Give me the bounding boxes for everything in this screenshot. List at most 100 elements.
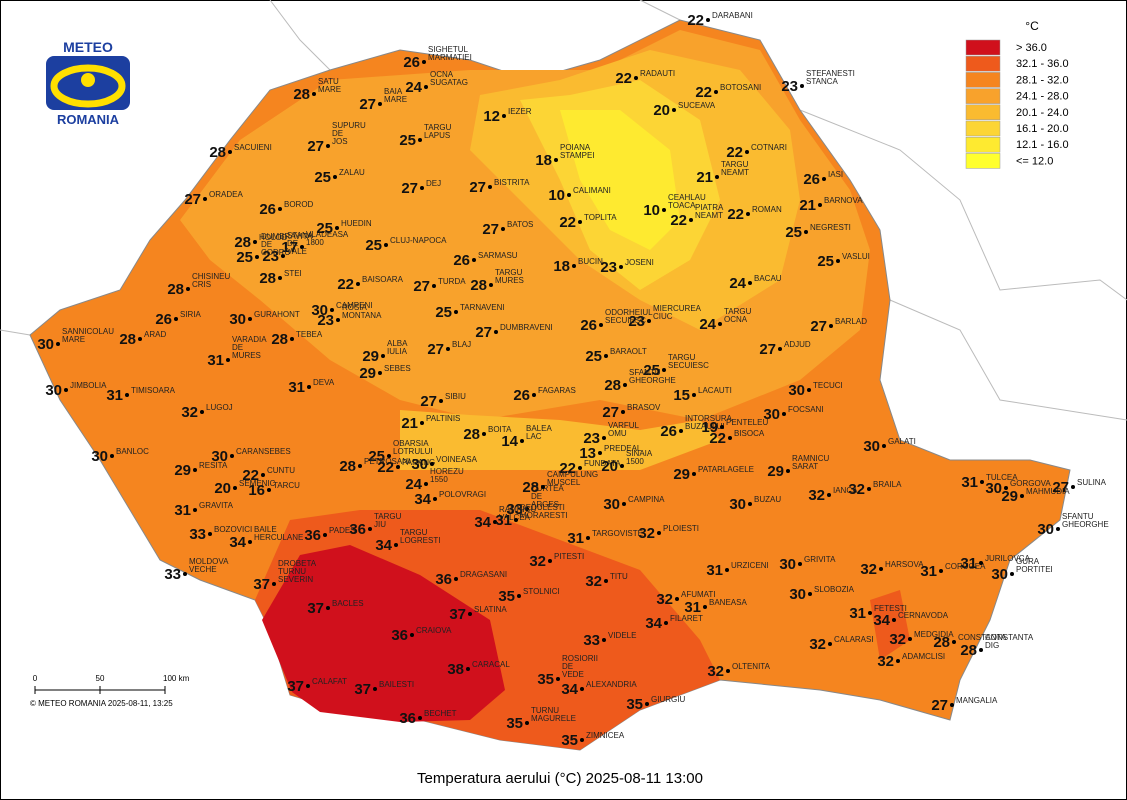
station-dot xyxy=(808,592,812,596)
station-temp: 29 xyxy=(359,365,376,382)
station-dot xyxy=(892,618,896,622)
station-name: ARAD xyxy=(144,330,166,339)
station-dot xyxy=(804,230,808,234)
station-dot xyxy=(827,493,831,497)
station-temp: 28 xyxy=(119,331,136,348)
station-name: DE xyxy=(332,129,343,138)
station-temp: 28 xyxy=(293,86,310,103)
station: 18 BUCIN xyxy=(553,257,603,275)
station: 38 CARACAL xyxy=(447,660,510,678)
station-name: TECUCI xyxy=(813,381,843,390)
station-temp: 30 xyxy=(779,556,796,573)
station-dot xyxy=(378,102,382,106)
station-name: TARGU xyxy=(400,528,428,537)
station-dot xyxy=(525,721,529,725)
station-dot xyxy=(541,485,545,489)
station-name: TARGU xyxy=(668,353,696,362)
station-name: CIUC xyxy=(653,312,673,321)
station-name: BUZAULUI xyxy=(685,422,725,431)
station-temp: 10 xyxy=(643,202,660,219)
station-dot xyxy=(501,227,505,231)
station-name: TARGU xyxy=(424,123,452,132)
station: 37 CALAFAT xyxy=(287,677,347,695)
station-dot xyxy=(186,287,190,291)
station: 30 CARANSEBES xyxy=(211,447,290,465)
station-name: JOSENI xyxy=(625,258,654,267)
station-dot xyxy=(110,454,114,458)
station-temp: 22 xyxy=(559,460,576,477)
station: 35 STOLNICI xyxy=(498,587,559,605)
station-dot xyxy=(488,185,492,189)
station-temp: 23 xyxy=(628,313,645,330)
station-temp: 31 xyxy=(960,555,977,572)
zone-12-16 xyxy=(560,110,680,250)
station-temp: 29 xyxy=(767,463,784,480)
station: 23 JOSENI xyxy=(600,258,654,276)
station-name: DE xyxy=(287,239,298,248)
station-name: STAMPEI xyxy=(560,151,595,160)
station: 30 GORGOVA xyxy=(985,479,1051,497)
station: 22 BAISOARA xyxy=(337,275,403,293)
station-temp: 27 xyxy=(469,179,486,196)
station-dot xyxy=(798,562,802,566)
station-dot xyxy=(356,282,360,286)
station: 22 FUNDATA xyxy=(559,459,621,477)
station-name: CEAHLAU xyxy=(668,193,706,202)
station-dot xyxy=(604,579,608,583)
station-name: SIRIA xyxy=(180,310,202,319)
station-dot xyxy=(778,347,782,351)
station-dot xyxy=(208,532,212,536)
station-dot xyxy=(706,18,710,22)
station-temp: 26 xyxy=(259,201,276,218)
station-name: HUEDIN xyxy=(341,219,372,228)
station-dot xyxy=(692,472,696,476)
station-temp: 22 xyxy=(242,467,259,484)
station-temp: 31 xyxy=(288,379,305,396)
station-name: ARGES xyxy=(531,500,559,509)
station-temp: 12 xyxy=(483,108,500,125)
station-dot xyxy=(664,621,668,625)
station-dot xyxy=(326,606,330,610)
station-name: DROBETA xyxy=(278,559,317,568)
station-name: SULINA xyxy=(1077,478,1107,487)
station-name: STOLNICI xyxy=(523,587,560,596)
station-dot xyxy=(800,84,804,88)
station-temp: 31 xyxy=(706,562,723,579)
legend: °C > 36.0 32.1 - 36.0 28.1 - 32.0 24.1 - 28… xyxy=(965,19,1069,169)
station-temp: 23 xyxy=(262,248,279,265)
station-dot xyxy=(489,283,493,287)
station-temp: 23 xyxy=(600,259,617,276)
station-name: BOROD xyxy=(284,200,314,209)
station: 15 LACAUTI xyxy=(673,386,731,404)
station-dot xyxy=(950,703,954,707)
station: 28 HOLOD xyxy=(234,233,287,251)
station-temp: 18 xyxy=(535,152,552,169)
station-temp: 25 xyxy=(785,224,802,241)
station: 29 MAHMUDIA xyxy=(1001,487,1070,505)
station-name: SACUIENI xyxy=(234,143,272,152)
station-temp: 27 xyxy=(602,404,619,421)
station: 20 SEMENIC xyxy=(214,479,275,497)
station-temp: 22 xyxy=(670,212,687,229)
station-dot xyxy=(281,254,285,258)
station-name: TIMISOARA xyxy=(131,386,176,395)
station-name: OMU xyxy=(608,429,627,438)
station-name: JOS xyxy=(332,137,348,146)
station-temp: 27 xyxy=(810,318,827,335)
station-name: IASI xyxy=(828,170,843,179)
station-name: BARLAD xyxy=(835,317,867,326)
station-name: BRASOV xyxy=(627,403,661,412)
station-name: MARE xyxy=(384,95,407,104)
station: 26 FAGARAS xyxy=(513,386,575,404)
station: 25 TARNAVENI xyxy=(435,303,504,321)
station-name: DE xyxy=(232,343,243,352)
station: 37 BACLES xyxy=(307,599,363,617)
station-name: TULCEA xyxy=(986,473,1018,482)
legend-swatch xyxy=(965,55,1001,72)
station-temp: 19 xyxy=(701,419,718,436)
station: 34 ALEXANDRIA xyxy=(561,680,637,698)
station-temp: 27 xyxy=(759,341,776,358)
